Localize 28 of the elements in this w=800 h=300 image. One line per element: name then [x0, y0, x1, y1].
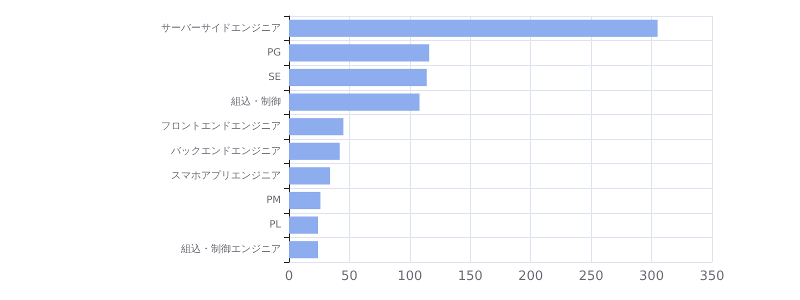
x-tick-label: 250 — [578, 269, 604, 284]
y-tick-label: SE — [268, 72, 281, 83]
bar — [289, 20, 658, 37]
y-tick-label: サーバーサイドエンジニア — [161, 22, 281, 34]
bar — [289, 192, 320, 210]
y-tick-label: PM — [266, 195, 281, 206]
bar — [289, 118, 344, 136]
y-tick-label: 組込・制御エンジニア — [180, 243, 281, 256]
bar — [289, 167, 330, 185]
y-tick-label: バックエンドエンジニア — [170, 146, 281, 157]
y-tick-label: フロントエンドエンジニア — [161, 121, 281, 132]
y-tick-label: PG — [267, 47, 281, 58]
x-tick-label: 50 — [341, 269, 358, 284]
x-tick-label: 150 — [458, 269, 483, 284]
x-tick-label: 350 — [700, 269, 724, 284]
x-tick-label: 0 — [284, 269, 294, 284]
x-tick-label: 200 — [518, 269, 544, 284]
x-tick-label: 300 — [639, 269, 664, 284]
x-tick-label: 100 — [397, 269, 422, 284]
y-tick-label: PL — [269, 220, 282, 231]
bar — [289, 241, 318, 258]
bar — [289, 44, 430, 62]
bar — [289, 216, 318, 234]
y-tick-label: 組込・制御 — [230, 96, 281, 108]
bar — [289, 142, 340, 160]
y-tick-label: スマホアプリエンジニア — [171, 169, 281, 182]
bar — [289, 68, 427, 86]
bar — [289, 93, 420, 111]
